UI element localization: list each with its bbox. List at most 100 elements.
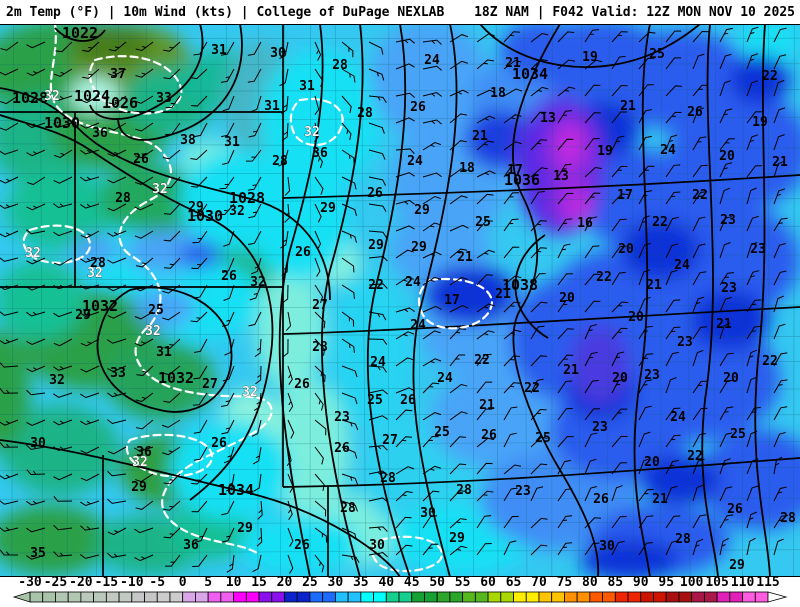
colorbar-segment <box>539 592 552 602</box>
temp-label: 23 <box>750 242 766 257</box>
model-run-info: 18Z NAM | F042 Valid: 12Z MON NOV 10 202… <box>474 5 800 20</box>
title-bar: 2m Temp (°F) | 10m Wind (kts) | College … <box>0 0 800 24</box>
temp-label: 30 <box>270 46 286 61</box>
freezing-isotherm-label: 32 <box>304 125 320 140</box>
colorbar-segment <box>94 592 107 602</box>
colorbar-segment <box>692 592 705 602</box>
temp-label: 22 <box>762 69 778 84</box>
colorbar-right-arrow <box>768 592 786 602</box>
temp-label: 19 <box>597 144 613 159</box>
temp-label: 13 <box>540 111 556 126</box>
freezing-isotherm-label: 32 <box>145 324 161 339</box>
colorbar-segment <box>590 592 603 602</box>
temp-label: 26 <box>334 441 350 456</box>
isobar-label: 1034 <box>512 65 548 83</box>
temp-label: 30 <box>369 538 385 553</box>
temp-label: 28 <box>380 471 396 486</box>
temp-label: 30 <box>599 539 615 554</box>
temp-label: 23 <box>720 213 736 228</box>
temp-label: 28 <box>340 501 356 516</box>
temp-label: 23 <box>644 368 660 383</box>
colorbar-segment <box>157 592 170 602</box>
colorbar-segment <box>564 592 577 602</box>
colorbar-segment <box>628 592 641 602</box>
temp-label: 26 <box>367 186 383 201</box>
colorbar-segment <box>437 592 450 602</box>
temp-label: 17 <box>617 188 633 203</box>
temp-label: 28 <box>115 191 131 206</box>
temp-field-blob <box>730 55 790 105</box>
colorbar-segment <box>183 592 196 602</box>
colorbar-segment <box>450 592 463 602</box>
temp-label: 21 <box>772 155 788 170</box>
temp-label: 20 <box>612 371 628 386</box>
temp-label: 31 <box>211 43 227 58</box>
temp-label: 35 <box>30 546 46 561</box>
temp-label: 31 <box>224 135 240 150</box>
temp-field-blob <box>250 160 350 280</box>
temp-label: 32 <box>49 373 65 388</box>
colorbar-segment <box>615 592 628 602</box>
temp-label: 13 <box>553 169 569 184</box>
temp-field-blob <box>556 125 584 165</box>
colorbar-segment <box>272 592 285 602</box>
temp-label: 23 <box>334 410 350 425</box>
colorbar-segment <box>195 592 208 602</box>
isobar-label: 1036 <box>504 171 540 189</box>
temp-label: 29 <box>237 521 253 536</box>
temp-label: 21 <box>563 363 579 378</box>
temp-label: 27 <box>202 377 218 392</box>
colorbar-segment <box>30 592 43 602</box>
temp-label: 26 <box>211 436 227 451</box>
colorbar-segment <box>679 592 692 602</box>
isobar-label: 1028 <box>12 89 48 107</box>
temp-label: 25 <box>434 425 450 440</box>
colorbar-segment <box>119 592 132 602</box>
colorbar-segment <box>399 592 412 602</box>
temp-label: 30 <box>30 436 46 451</box>
temp-label: 26 <box>133 152 149 167</box>
temp-label: 28 <box>780 511 796 526</box>
temp-label: 20 <box>559 291 575 306</box>
colorbar-segment <box>475 592 488 602</box>
temp-label: 25 <box>475 215 491 230</box>
colorbar-segment <box>526 592 539 602</box>
temp-label: 27 <box>312 298 328 313</box>
colorbar-segment <box>514 592 527 602</box>
freezing-isotherm-label: 32 <box>132 455 148 470</box>
temp-label: 26 <box>400 393 416 408</box>
temp-label: 22 <box>687 449 703 464</box>
colorbar-svg <box>0 591 800 603</box>
colorbar-left-arrow <box>14 592 30 602</box>
temp-label: 22 <box>596 270 612 285</box>
colorbar-segment <box>170 592 183 602</box>
colorbar-segment <box>335 592 348 602</box>
temp-label: 28 <box>312 340 328 355</box>
temp-label: 26 <box>294 538 310 553</box>
temp-label: 18 <box>490 86 506 101</box>
freezing-isotherm-label: 32 <box>25 246 41 261</box>
temp-label: 22 <box>524 381 540 396</box>
temp-label: 27 <box>382 433 398 448</box>
temp-label: 31 <box>156 345 172 360</box>
isobar-label: 1026 <box>102 94 138 112</box>
isobar-label: 1030 <box>44 114 80 132</box>
colorbar-segment <box>55 592 68 602</box>
temp-label: 26 <box>687 105 703 120</box>
colorbar-segment <box>653 592 666 602</box>
colorbar-segment <box>730 592 743 602</box>
colorbar-segment <box>603 592 616 602</box>
colorbar-segment <box>132 592 145 602</box>
temp-label: 24 <box>660 143 676 158</box>
colorbar-segment <box>208 592 221 602</box>
temp-label: 33 <box>110 366 126 381</box>
temp-label: 20 <box>719 149 735 164</box>
temp-label: 36 <box>183 538 199 553</box>
temp-label: 19 <box>752 115 768 130</box>
temp-label: 26 <box>481 428 497 443</box>
temp-label: 29 <box>729 558 745 573</box>
temp-label: 29 <box>320 201 336 216</box>
colorbar-segment <box>68 592 81 602</box>
